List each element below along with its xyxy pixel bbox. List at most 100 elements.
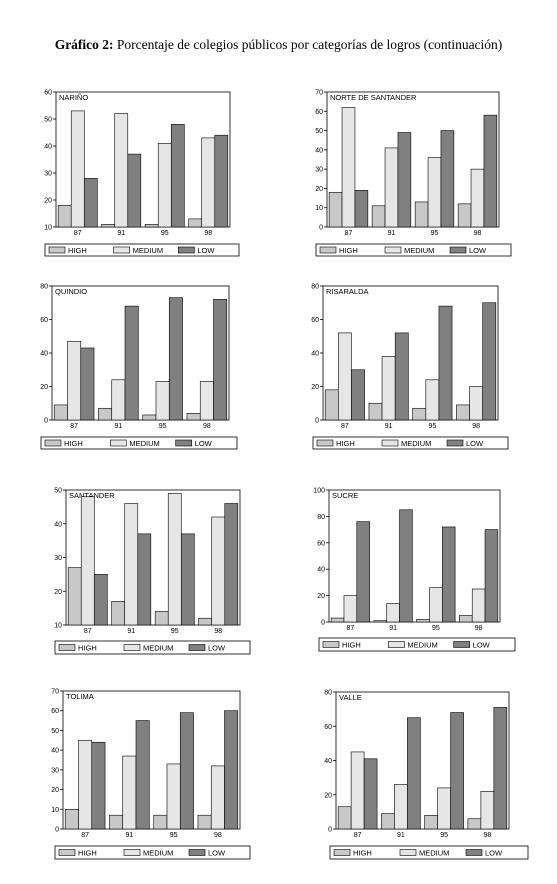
legend-label-high: HIGH bbox=[78, 849, 97, 858]
bar-high-91 bbox=[381, 813, 395, 830]
y-tick-label: 80 bbox=[324, 690, 332, 697]
bar-high-91 bbox=[373, 620, 388, 623]
legend: HIGH MEDIUM LOW bbox=[40, 436, 238, 450]
bar-high-95 bbox=[424, 814, 438, 830]
y-tick-label: 70 bbox=[315, 90, 323, 97]
y-tick-label: 0 bbox=[315, 418, 319, 425]
bar-low-91 bbox=[397, 132, 412, 228]
bar-high-91 bbox=[101, 224, 116, 228]
bar-medium-95 bbox=[167, 493, 182, 626]
x-tick-label: 91 bbox=[117, 230, 125, 237]
plot-area bbox=[328, 489, 501, 623]
y-tick-label: 0 bbox=[55, 827, 59, 834]
bar-high-87 bbox=[53, 404, 68, 421]
x-tick-label: 98 bbox=[214, 628, 222, 635]
y-tick-label: 20 bbox=[315, 186, 323, 193]
legend-label-medium: MEDIUM bbox=[419, 849, 449, 858]
bar-low-98 bbox=[224, 503, 239, 626]
legend-label-high: HIGH bbox=[342, 641, 361, 650]
bar-low-87 bbox=[356, 521, 370, 623]
bar-low-91 bbox=[399, 509, 413, 623]
bar-low-98 bbox=[482, 302, 497, 421]
y-tick-label: 10 bbox=[315, 205, 323, 212]
bar-low-98 bbox=[214, 134, 229, 228]
legend-label-low: LOW bbox=[466, 439, 484, 448]
x-tick-label: 98 bbox=[203, 423, 211, 430]
x-tick-label: 98 bbox=[475, 625, 483, 632]
x-tick-label: 91 bbox=[385, 423, 393, 430]
legend-label-low: LOW bbox=[469, 246, 487, 255]
bar-high-95 bbox=[153, 814, 168, 830]
y-tick-label: 30 bbox=[54, 555, 62, 562]
bar-medium-95 bbox=[429, 587, 443, 623]
legend-label-high: HIGH bbox=[64, 439, 83, 448]
legend-swatch-low bbox=[465, 849, 483, 856]
bar-medium-87 bbox=[80, 496, 95, 626]
bar-medium-98 bbox=[210, 765, 225, 830]
panel-title: TOLIMA bbox=[66, 692, 94, 701]
legend-label-low: LOW bbox=[195, 439, 213, 448]
chart-santander: 10 20 30 40 50 SANTANDER 87 91 95 98 HIGH MEDIUM LOW bbox=[54, 488, 251, 655]
legend-swatch-high bbox=[58, 849, 76, 856]
bar-low-87 bbox=[351, 369, 365, 421]
y-tick-label: 50 bbox=[44, 117, 52, 124]
legend-swatch-medium bbox=[113, 246, 130, 254]
y-tick-label: 40 bbox=[40, 351, 48, 358]
panel-title: NORTE DE SANTANDER bbox=[330, 93, 417, 102]
x-tick-label: 91 bbox=[389, 625, 397, 632]
legend-label-low: LOW bbox=[473, 641, 491, 650]
bar-high-98 bbox=[467, 818, 482, 830]
bar-low-91 bbox=[137, 533, 152, 626]
bar-low-95 bbox=[438, 305, 453, 421]
bar-low-98 bbox=[213, 299, 228, 421]
x-tick-label: 98 bbox=[204, 230, 212, 237]
bar-low-95 bbox=[441, 526, 456, 623]
y-tick-label: 50 bbox=[51, 728, 59, 735]
x-tick-label: 95 bbox=[159, 423, 167, 430]
legend-label-medium: MEDIUM bbox=[401, 439, 431, 448]
legend-swatch-high bbox=[44, 439, 62, 447]
bar-medium-95 bbox=[157, 143, 172, 228]
legend-swatch-medium bbox=[384, 246, 402, 254]
bar-medium-91 bbox=[381, 356, 396, 421]
bar-high-87 bbox=[337, 806, 352, 830]
legend-swatch-low bbox=[178, 246, 195, 254]
bar-high-87 bbox=[324, 389, 339, 421]
legend-label-high: HIGH bbox=[78, 644, 97, 653]
x-tick-label: 87 bbox=[346, 625, 354, 632]
legend-swatch-low bbox=[188, 849, 206, 856]
bar-high-95 bbox=[414, 201, 429, 228]
legend: HIGH MEDIUM LOW bbox=[54, 640, 251, 655]
bar-high-91 bbox=[98, 407, 113, 421]
page-title-label: Gráfico 2: bbox=[54, 37, 114, 52]
bar-low-98 bbox=[493, 707, 508, 830]
bar-low-91 bbox=[135, 720, 150, 830]
bar-medium-87 bbox=[70, 110, 85, 228]
bar-low-95 bbox=[180, 533, 195, 626]
legend-swatch-low bbox=[449, 246, 467, 254]
legend-swatch-high bbox=[48, 246, 66, 254]
legend-label-high: HIGH bbox=[339, 246, 358, 255]
x-tick-label: 91 bbox=[397, 832, 405, 839]
y-tick-label: 20 bbox=[324, 792, 332, 799]
y-tick-label: 30 bbox=[51, 767, 59, 774]
legend: HIGH MEDIUM LOW bbox=[318, 637, 516, 652]
y-tick-label: 40 bbox=[54, 521, 62, 528]
bar-high-91 bbox=[111, 601, 126, 626]
bar-medium-87 bbox=[343, 595, 358, 623]
y-tick-label: 60 bbox=[315, 109, 323, 116]
bar-high-95 bbox=[142, 414, 157, 421]
legend-label-medium: MEDIUM bbox=[404, 246, 434, 255]
x-tick-label: 95 bbox=[440, 832, 448, 839]
bar-medium-98 bbox=[211, 516, 226, 626]
y-tick-label: 10 bbox=[51, 807, 59, 814]
chart-tolima: 0 10 20 30 40 50 60 70 TOLIMA 87 91 95 98 HIGH MEDIUM L… bbox=[51, 689, 251, 860]
panel-title: NARIÑO bbox=[59, 93, 88, 102]
legend: HIGH MEDIUM LOW bbox=[54, 845, 251, 860]
y-tick-label: 20 bbox=[44, 198, 52, 205]
y-tick-label: 0 bbox=[328, 827, 332, 834]
legend-swatch-high bbox=[319, 246, 337, 254]
bar-high-98 bbox=[198, 617, 213, 626]
legend-swatch-low bbox=[175, 439, 192, 447]
bar-high-95 bbox=[412, 407, 427, 421]
